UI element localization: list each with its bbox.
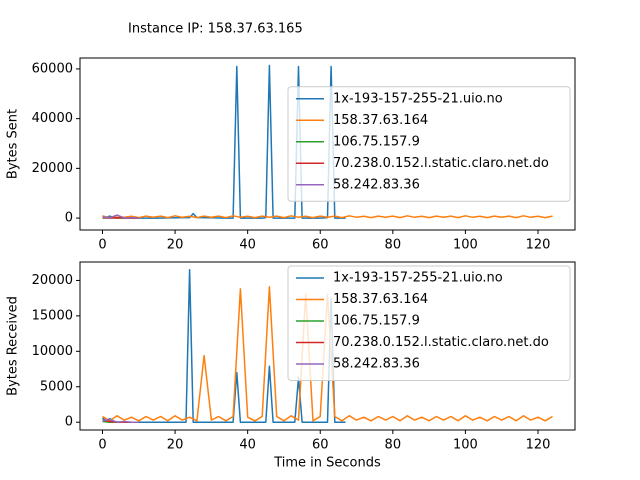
legend-label: 70.238.0.152.l.static.claro.net.do [333, 156, 549, 171]
legend-label: 58.242.83.36 [333, 357, 420, 372]
series-line [102, 214, 139, 219]
x-tick-label: 40 [239, 238, 256, 253]
y-tick-label: 60000 [32, 61, 73, 76]
y-tick-label: 20000 [32, 161, 73, 176]
y-tick-label: 0 [65, 211, 73, 226]
legend-box [287, 86, 571, 202]
x-tick-label: 60 [312, 238, 329, 253]
y-tick-label: 20000 [32, 273, 73, 288]
legend-label: 1x-193-157-255-21.uio.no [333, 91, 503, 106]
legend-label: 58.242.83.36 [333, 177, 420, 192]
y-tick-label: 5000 [40, 379, 73, 394]
x-tick-label: 0 [98, 438, 106, 453]
x-tick-label: 80 [385, 238, 402, 253]
legend-label: 158.37.63.164 [333, 113, 428, 128]
legend: 1x-193-157-255-21.uio.no 158.37.63.164 106… [287, 265, 571, 381]
x-tick-label: 80 [385, 438, 402, 453]
legend-label: 70.238.0.152.l.static.claro.net.do [333, 335, 549, 350]
y-axis-label: Bytes Received [6, 296, 21, 396]
x-tick-label: 120 [526, 438, 551, 453]
legend-box [287, 265, 571, 381]
legend-label: 106.75.157.9 [333, 134, 420, 149]
x-axis-label: Time in Seconds [273, 456, 381, 471]
x-tick-label: 0 [98, 238, 106, 253]
x-tick-label: 20 [167, 238, 184, 253]
y-axis-label: Bytes Sent [6, 109, 21, 179]
y-tick-label: 40000 [32, 111, 73, 126]
y-tick-label: 15000 [32, 308, 73, 323]
legend-label: 1x-193-157-255-21.uio.no [333, 271, 503, 286]
x-tick-label: 20 [167, 438, 184, 453]
legend: 1x-193-157-255-21.uio.no 158.37.63.164 106… [287, 86, 571, 202]
x-tick-label: 120 [526, 238, 551, 253]
x-tick-label: 100 [453, 238, 478, 253]
x-tick-label: 100 [453, 438, 478, 453]
y-tick-label: 0 [65, 415, 73, 430]
axes-frame [79, 261, 576, 431]
legend-label: 158.37.63.164 [333, 292, 428, 307]
x-tick-label: 40 [239, 438, 256, 453]
x-tick-label: 60 [312, 438, 329, 453]
legend-label: 106.75.157.9 [333, 314, 420, 329]
y-tick-label: 10000 [32, 344, 73, 359]
figure-title: Instance IP: 158.37.63.165 [128, 22, 303, 37]
series-line [102, 418, 139, 423]
axes-frame [79, 57, 576, 231]
series-line [102, 215, 553, 219]
